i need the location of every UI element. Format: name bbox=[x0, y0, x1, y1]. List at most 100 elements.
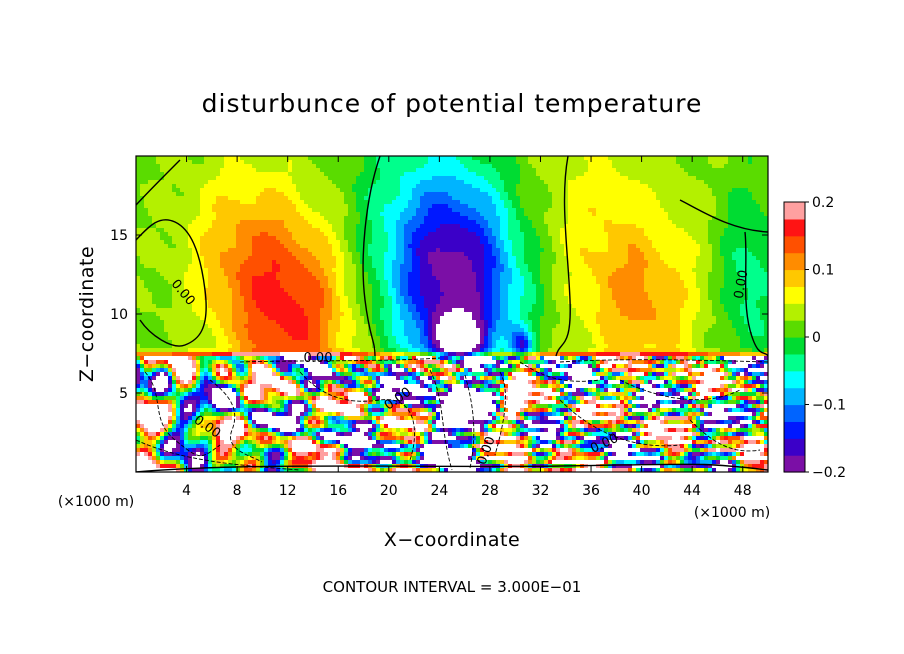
heatmap-cell bbox=[668, 172, 673, 177]
heatmap-cell bbox=[276, 160, 281, 165]
heatmap-cell bbox=[660, 172, 665, 177]
heatmap-cell bbox=[496, 264, 501, 269]
heatmap-cell bbox=[588, 172, 593, 177]
heatmap-cell bbox=[200, 244, 205, 249]
heatmap-cell bbox=[708, 272, 713, 277]
heatmap-cell bbox=[428, 280, 433, 285]
heatmap-cell bbox=[252, 240, 257, 245]
heatmap-cell bbox=[616, 272, 621, 277]
heatmap-cell bbox=[396, 260, 401, 265]
heatmap-cell bbox=[668, 248, 673, 253]
heatmap-cell bbox=[380, 180, 385, 185]
heatmap-cell bbox=[280, 168, 285, 173]
heatmap-cell bbox=[436, 264, 441, 269]
heatmap-cell bbox=[144, 280, 149, 285]
heatmap-cell bbox=[504, 272, 509, 277]
heatmap-cell bbox=[620, 196, 625, 201]
heatmap-cell bbox=[760, 156, 765, 161]
heatmap-cell bbox=[688, 188, 693, 193]
heatmap-cell bbox=[504, 268, 509, 273]
heatmap-cell bbox=[144, 240, 149, 245]
heatmap-cell bbox=[576, 176, 581, 181]
heatmap-cell bbox=[760, 180, 765, 185]
heatmap-cell bbox=[144, 268, 149, 273]
heatmap-cell bbox=[344, 156, 349, 161]
heatmap-cell bbox=[672, 248, 677, 253]
heatmap-cell bbox=[208, 164, 213, 169]
heatmap-cell bbox=[324, 260, 329, 265]
heatmap-cell bbox=[428, 216, 433, 221]
heatmap-cell bbox=[268, 160, 273, 165]
heatmap-cell bbox=[648, 228, 653, 233]
heatmap-cell bbox=[536, 216, 541, 221]
heatmap-cell bbox=[280, 184, 285, 189]
heatmap-cell bbox=[568, 220, 573, 225]
heatmap-cell bbox=[312, 248, 317, 253]
heatmap-cell bbox=[336, 236, 341, 241]
heatmap-cell bbox=[536, 212, 541, 217]
heatmap-cell bbox=[616, 196, 621, 201]
heatmap-cell bbox=[392, 176, 397, 181]
heatmap-cell bbox=[240, 200, 245, 205]
heatmap-cell bbox=[736, 192, 741, 197]
heatmap-cell bbox=[184, 172, 189, 177]
heatmap-cell bbox=[192, 204, 197, 209]
heatmap-cell bbox=[632, 228, 637, 233]
heatmap-cell bbox=[136, 248, 141, 253]
heatmap-cell bbox=[360, 176, 365, 181]
heatmap-cell bbox=[344, 172, 349, 177]
heatmap-cell bbox=[576, 168, 581, 173]
heatmap-cell bbox=[556, 276, 561, 281]
heatmap-cell bbox=[188, 248, 193, 253]
heatmap-cell bbox=[532, 244, 537, 249]
heatmap-cell bbox=[232, 220, 237, 225]
heatmap-cell bbox=[364, 180, 369, 185]
heatmap-cell bbox=[548, 268, 553, 273]
heatmap-cell bbox=[252, 208, 257, 213]
heatmap-cell bbox=[296, 204, 301, 209]
heatmap-cell bbox=[236, 164, 241, 169]
heatmap-cell bbox=[468, 224, 473, 229]
heatmap-cell bbox=[176, 260, 181, 265]
heatmap-cell bbox=[248, 240, 253, 245]
heatmap-cell bbox=[316, 228, 321, 233]
heatmap-cell bbox=[556, 204, 561, 209]
heatmap-cell bbox=[456, 184, 461, 189]
heatmap-cell bbox=[628, 264, 633, 269]
heatmap-cell bbox=[704, 220, 709, 225]
heatmap-cell bbox=[696, 220, 701, 225]
heatmap-cell bbox=[660, 228, 665, 233]
heatmap-cell bbox=[480, 264, 485, 269]
heatmap-cell bbox=[272, 260, 277, 265]
heatmap-cell bbox=[576, 200, 581, 205]
heatmap-cell bbox=[680, 192, 685, 197]
heatmap-cell bbox=[504, 240, 509, 245]
heatmap-cell bbox=[532, 208, 537, 213]
heatmap-cell bbox=[136, 240, 141, 245]
heatmap-cell bbox=[540, 260, 545, 265]
heatmap-cell bbox=[276, 184, 281, 189]
heatmap-cell bbox=[396, 184, 401, 189]
heatmap-cell bbox=[560, 188, 565, 193]
heatmap-cell bbox=[164, 244, 169, 249]
heatmap-cell bbox=[448, 244, 453, 249]
heatmap-cell bbox=[664, 264, 669, 269]
heatmap-cell bbox=[148, 272, 153, 277]
heatmap-cell bbox=[600, 200, 605, 205]
heatmap-cell bbox=[500, 168, 505, 173]
heatmap-cell bbox=[456, 264, 461, 269]
heatmap-cell bbox=[292, 276, 297, 281]
heatmap-cell bbox=[348, 248, 353, 253]
heatmap-cell bbox=[196, 196, 201, 201]
heatmap-cell bbox=[760, 276, 765, 281]
heatmap-cell bbox=[388, 224, 393, 229]
heatmap-cell bbox=[688, 164, 693, 169]
heatmap-cell bbox=[380, 196, 385, 201]
heatmap-cell bbox=[448, 220, 453, 225]
heatmap-cell bbox=[544, 164, 549, 169]
heatmap-cell bbox=[312, 196, 317, 201]
heatmap-cell bbox=[392, 220, 397, 225]
heatmap-cell bbox=[292, 208, 297, 213]
heatmap-cell bbox=[700, 276, 705, 281]
heatmap-cell bbox=[176, 244, 181, 249]
